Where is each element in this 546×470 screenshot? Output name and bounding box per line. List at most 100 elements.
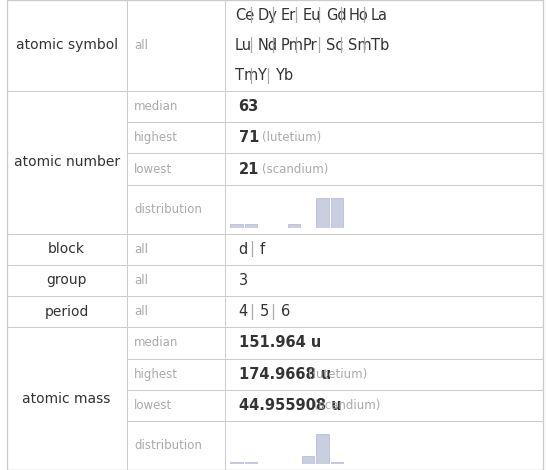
Bar [225,0,543,91]
Bar [127,359,225,390]
Text: |: | [270,304,275,320]
Text: Gd: Gd [325,8,346,23]
Bar [7,0,127,91]
Text: |: | [265,68,271,84]
Text: f: f [260,242,265,257]
Bar [225,390,543,421]
Bar [127,234,225,265]
Text: all: all [134,274,149,287]
Text: |: | [248,68,253,84]
Text: Ce: Ce [235,8,254,23]
Bar [127,153,225,185]
Text: period: period [44,305,89,319]
Bar [225,359,543,390]
Bar [127,421,225,470]
Bar [127,0,225,91]
Text: 4: 4 [239,304,248,319]
Bar [127,185,225,234]
Bar [230,462,242,464]
Text: Tb: Tb [371,38,389,53]
Text: (scandium): (scandium) [313,399,380,412]
Text: median: median [134,100,179,113]
Text: atomic number: atomic number [14,155,120,169]
Text: all: all [134,39,149,52]
Text: |: | [293,7,298,23]
Text: (scandium): (scandium) [262,163,329,175]
Text: atomic mass: atomic mass [22,392,111,406]
Text: Dy: Dy [258,8,277,23]
Text: Pr: Pr [303,38,318,53]
Bar [302,456,314,464]
Text: Y: Y [258,68,266,83]
Text: highest: highest [134,131,179,144]
Text: 63: 63 [239,99,259,114]
Text: |: | [316,38,321,54]
Text: |: | [270,38,275,54]
Text: atomic symbol: atomic symbol [15,39,118,53]
Bar [288,224,300,228]
Bar [225,153,543,185]
Bar [127,327,225,359]
Text: |: | [316,7,321,23]
Bar [7,327,127,470]
Text: median: median [134,337,179,349]
Text: Er: Er [280,8,295,23]
Text: distribution: distribution [134,203,202,216]
Bar [127,91,225,122]
Bar [7,234,127,265]
Bar [7,91,127,234]
Bar [225,122,543,153]
Bar [225,327,543,359]
Text: Sc: Sc [325,38,343,53]
Text: |: | [248,38,253,54]
Text: |: | [249,304,254,320]
Text: 151.964 u: 151.964 u [239,336,321,351]
Text: Eu: Eu [303,8,322,23]
Text: Yb: Yb [275,68,294,83]
Bar [127,296,225,327]
Bar [316,434,329,464]
Bar [7,296,127,327]
Text: lowest: lowest [134,163,173,175]
Bar [225,296,543,327]
Text: |: | [339,7,343,23]
Bar [230,224,242,228]
Bar [127,390,225,421]
Text: |: | [361,7,366,23]
Text: block: block [48,242,85,256]
Bar [127,265,225,296]
Text: Ho: Ho [348,8,368,23]
Bar [127,122,225,153]
Text: |: | [339,38,343,54]
Bar [225,421,543,470]
Text: d: d [239,242,248,257]
Text: Nd: Nd [258,38,277,53]
Bar [331,462,343,464]
Text: (lutetium): (lutetium) [308,368,367,381]
Text: lowest: lowest [134,399,173,412]
Text: (lutetium): (lutetium) [262,131,322,144]
Text: Tm: Tm [235,68,258,83]
Bar [245,224,257,228]
Bar [245,462,257,464]
Text: 21: 21 [239,162,259,177]
Text: |: | [361,38,366,54]
Bar [225,91,543,122]
Bar [316,198,329,228]
Text: 71: 71 [239,130,259,145]
Bar [225,265,543,296]
Text: 5: 5 [260,304,269,319]
Text: |: | [248,7,253,23]
Text: 174.9668 u: 174.9668 u [239,367,331,382]
Bar [225,234,543,265]
Bar [225,185,543,234]
Text: Lu: Lu [235,38,252,53]
Text: all: all [134,305,149,318]
Text: Sm: Sm [348,38,372,53]
Text: |: | [249,241,254,257]
Text: distribution: distribution [134,439,202,452]
Text: 6: 6 [281,304,290,319]
Bar [331,198,343,228]
Text: all: all [134,243,149,256]
Text: La: La [371,8,388,23]
